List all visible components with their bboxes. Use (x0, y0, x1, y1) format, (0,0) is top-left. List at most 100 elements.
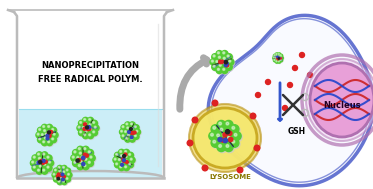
Circle shape (219, 64, 221, 66)
Circle shape (59, 174, 62, 177)
Circle shape (218, 144, 227, 153)
Circle shape (273, 59, 276, 62)
Circle shape (122, 134, 127, 140)
Circle shape (37, 133, 43, 139)
Circle shape (212, 54, 218, 60)
Circle shape (50, 127, 57, 133)
Circle shape (78, 164, 84, 170)
Circle shape (219, 122, 222, 125)
Circle shape (316, 85, 320, 91)
Circle shape (72, 160, 79, 167)
Circle shape (230, 139, 239, 147)
Circle shape (32, 165, 38, 171)
Circle shape (120, 130, 126, 136)
Circle shape (91, 130, 97, 136)
Circle shape (37, 133, 39, 135)
Circle shape (81, 156, 83, 158)
Circle shape (279, 58, 280, 59)
Circle shape (126, 126, 132, 132)
Circle shape (276, 55, 279, 58)
Circle shape (37, 161, 40, 164)
Circle shape (225, 128, 233, 137)
Polygon shape (19, 109, 162, 178)
Circle shape (237, 167, 243, 173)
Circle shape (278, 61, 279, 62)
Circle shape (211, 60, 217, 66)
Circle shape (90, 156, 96, 162)
Circle shape (85, 158, 87, 160)
Circle shape (47, 140, 53, 146)
Circle shape (80, 131, 82, 133)
Circle shape (131, 132, 137, 137)
Circle shape (212, 126, 221, 135)
Circle shape (280, 54, 283, 57)
Circle shape (43, 153, 45, 155)
Circle shape (68, 173, 69, 175)
Circle shape (125, 137, 131, 143)
Circle shape (80, 160, 82, 162)
Circle shape (47, 140, 53, 146)
Circle shape (43, 129, 48, 134)
Circle shape (42, 153, 48, 159)
Circle shape (222, 61, 229, 67)
Circle shape (78, 159, 81, 162)
Circle shape (120, 130, 122, 132)
Circle shape (82, 117, 88, 123)
Circle shape (47, 156, 49, 158)
Circle shape (126, 126, 131, 132)
Circle shape (54, 169, 60, 174)
Circle shape (43, 141, 45, 143)
Circle shape (38, 127, 44, 133)
Circle shape (77, 156, 79, 159)
Circle shape (85, 130, 87, 132)
Circle shape (280, 59, 283, 62)
Polygon shape (208, 15, 373, 186)
Circle shape (63, 180, 65, 182)
Circle shape (53, 177, 59, 182)
Circle shape (48, 125, 50, 127)
Circle shape (128, 130, 134, 136)
Circle shape (122, 125, 127, 131)
Circle shape (47, 134, 53, 140)
Circle shape (46, 137, 49, 140)
Circle shape (41, 152, 48, 158)
Circle shape (123, 129, 129, 135)
Circle shape (125, 151, 126, 153)
Circle shape (120, 154, 126, 160)
Circle shape (73, 161, 80, 167)
Circle shape (274, 59, 275, 60)
Circle shape (233, 133, 242, 141)
Circle shape (43, 158, 45, 160)
Circle shape (53, 173, 58, 178)
Circle shape (219, 145, 222, 147)
Circle shape (118, 159, 120, 160)
Circle shape (121, 157, 127, 163)
Circle shape (217, 143, 226, 152)
Circle shape (216, 50, 223, 57)
Circle shape (220, 60, 222, 62)
Text: Nucleus: Nucleus (323, 101, 361, 111)
Circle shape (60, 177, 62, 179)
Circle shape (92, 130, 98, 136)
Circle shape (83, 118, 89, 124)
Circle shape (217, 120, 226, 129)
Circle shape (84, 122, 90, 128)
Circle shape (119, 149, 125, 155)
Circle shape (48, 161, 51, 163)
Circle shape (134, 125, 140, 131)
Circle shape (134, 125, 139, 130)
Circle shape (82, 126, 88, 132)
Circle shape (51, 128, 57, 134)
Circle shape (72, 149, 79, 156)
Circle shape (220, 128, 223, 131)
Circle shape (54, 177, 60, 183)
Circle shape (88, 133, 94, 139)
Circle shape (131, 132, 134, 135)
Circle shape (279, 58, 282, 61)
Circle shape (128, 162, 134, 168)
Circle shape (225, 122, 234, 130)
Circle shape (276, 58, 279, 61)
Circle shape (125, 123, 131, 128)
Circle shape (132, 131, 134, 134)
Circle shape (121, 162, 123, 164)
